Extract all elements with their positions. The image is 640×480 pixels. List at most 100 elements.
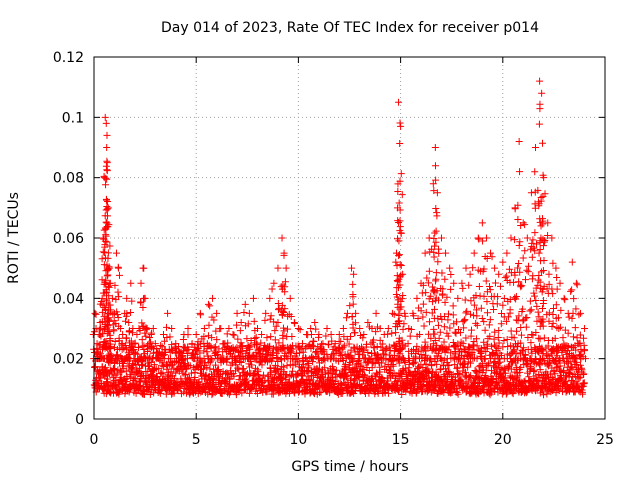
spike-point bbox=[436, 355, 444, 363]
spike-point bbox=[184, 331, 192, 339]
chart-title: Day 014 of 2023, Rate Of TEC Index for r… bbox=[161, 20, 539, 36]
spike-point bbox=[528, 275, 536, 283]
band-point bbox=[336, 371, 344, 379]
data-point bbox=[125, 318, 133, 326]
spike-point bbox=[530, 292, 538, 300]
band-point bbox=[245, 389, 253, 397]
band-point bbox=[112, 351, 120, 359]
data-point bbox=[499, 258, 507, 266]
spike-point bbox=[195, 344, 203, 352]
band-point bbox=[462, 368, 470, 376]
data-point bbox=[168, 325, 176, 332]
spike-point bbox=[539, 285, 547, 293]
data-point bbox=[350, 270, 358, 278]
spike-point bbox=[481, 326, 489, 334]
band-point bbox=[487, 367, 495, 375]
band-point bbox=[203, 363, 211, 371]
spike-point bbox=[431, 337, 439, 345]
spike-point bbox=[431, 330, 439, 338]
spike-point bbox=[96, 324, 104, 332]
spike-point bbox=[255, 345, 263, 353]
spike-point bbox=[102, 181, 110, 189]
spike-point bbox=[314, 343, 322, 351]
spike-point bbox=[539, 322, 547, 330]
x-axis-label: GPS time / hours bbox=[291, 459, 408, 475]
spike-point bbox=[532, 328, 540, 336]
band-point bbox=[277, 375, 285, 383]
band-point bbox=[360, 347, 368, 355]
spike-point bbox=[499, 301, 507, 309]
spike-point bbox=[400, 320, 408, 328]
spike-point bbox=[531, 345, 539, 353]
spike-point bbox=[564, 355, 572, 363]
spike-point bbox=[539, 235, 547, 243]
data-point bbox=[106, 279, 114, 287]
spike-point bbox=[111, 337, 119, 345]
spike-point bbox=[130, 348, 138, 356]
spike-point bbox=[548, 323, 556, 331]
band-point bbox=[186, 362, 194, 370]
band-point bbox=[425, 367, 433, 375]
data-point bbox=[368, 325, 376, 332]
spike-point bbox=[404, 340, 412, 348]
data-point bbox=[482, 234, 490, 242]
spike-point bbox=[115, 334, 123, 342]
data-point bbox=[437, 234, 445, 242]
band-point bbox=[317, 388, 325, 396]
spike-point bbox=[413, 342, 421, 350]
band-point bbox=[92, 363, 100, 371]
spike-point bbox=[122, 345, 130, 353]
band-point bbox=[428, 362, 436, 370]
spike-point bbox=[551, 334, 559, 342]
data-point bbox=[568, 258, 576, 266]
spike-point bbox=[443, 329, 451, 337]
spike-point bbox=[473, 342, 481, 350]
spike-point bbox=[565, 313, 573, 321]
spike-point bbox=[175, 349, 183, 357]
spike-point bbox=[496, 282, 504, 290]
spike-point bbox=[514, 216, 522, 224]
spike-point bbox=[431, 242, 439, 250]
spike-point bbox=[549, 311, 557, 319]
spike-point bbox=[432, 227, 440, 235]
spike-point bbox=[569, 309, 577, 317]
y-tick-label: 0.04 bbox=[53, 291, 84, 307]
spike-point bbox=[138, 319, 146, 327]
spike-point bbox=[142, 332, 150, 340]
spike-point bbox=[475, 282, 483, 290]
spike-point bbox=[422, 308, 430, 316]
band-point bbox=[212, 361, 220, 369]
spike-point bbox=[367, 340, 375, 348]
spike-point bbox=[540, 296, 548, 304]
band-point bbox=[226, 388, 234, 396]
band-point bbox=[206, 365, 214, 373]
spike-point bbox=[160, 337, 168, 345]
spike-point bbox=[373, 343, 381, 351]
data-point bbox=[527, 189, 535, 197]
data-point bbox=[117, 325, 125, 332]
band-point bbox=[560, 367, 568, 375]
band-point bbox=[159, 359, 167, 367]
spike-point bbox=[146, 333, 154, 341]
spike-point bbox=[419, 313, 427, 321]
spike-point bbox=[395, 252, 403, 260]
spike-point bbox=[507, 342, 515, 350]
band-point bbox=[232, 361, 240, 369]
spike-point bbox=[122, 341, 130, 349]
spike-point bbox=[379, 340, 387, 348]
band-point bbox=[490, 341, 498, 349]
spike-point bbox=[224, 355, 232, 363]
data-point bbox=[286, 294, 294, 302]
band-point bbox=[137, 361, 145, 369]
spike-point bbox=[516, 168, 524, 176]
spike-point bbox=[213, 336, 221, 344]
data-point bbox=[102, 119, 110, 127]
spike-point bbox=[416, 331, 424, 339]
spike-point bbox=[545, 280, 553, 288]
spike-point bbox=[370, 336, 378, 344]
spike-point bbox=[486, 332, 494, 340]
spike-point bbox=[298, 345, 306, 353]
spike-point bbox=[355, 345, 363, 353]
spike-point bbox=[280, 327, 288, 335]
band-point bbox=[280, 344, 288, 352]
